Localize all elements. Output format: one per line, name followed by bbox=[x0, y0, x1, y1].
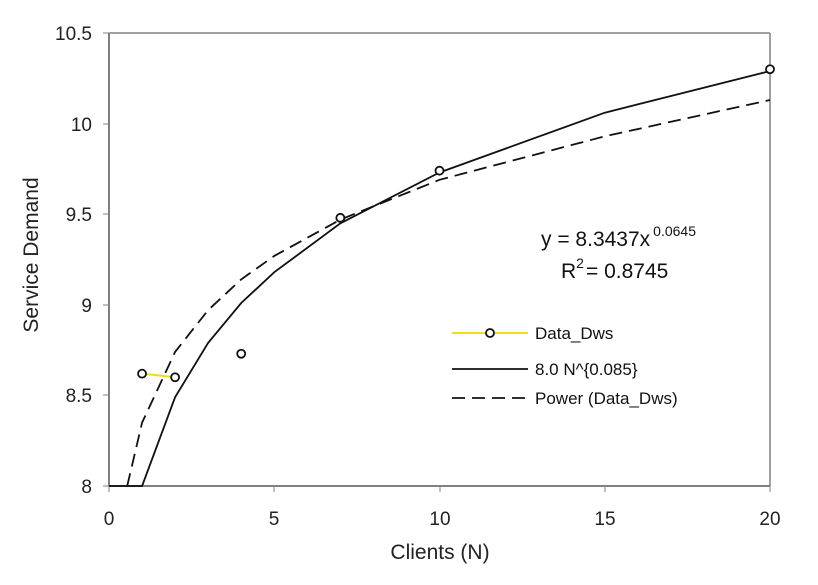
x-tick-label: 15 bbox=[594, 509, 615, 530]
y-axis-title: Service Demand bbox=[20, 177, 43, 332]
y-tick-label: 8 bbox=[81, 477, 92, 498]
trendline-equation: y = 8.3437x 0.0645 R2= 0.8745 bbox=[541, 223, 696, 283]
legend-label: Power (Data_Dws) bbox=[535, 389, 678, 408]
legend-item-data-dws: Data_Dws bbox=[452, 324, 613, 343]
data-point-marker bbox=[434, 165, 445, 176]
y-tick-label: 10 bbox=[71, 115, 92, 136]
data-point-marker bbox=[170, 372, 181, 383]
x-tick-label: 0 bbox=[104, 509, 115, 530]
r-squared-text: R2= 0.8745 bbox=[561, 255, 668, 283]
legend-label: Data_Dws bbox=[535, 324, 613, 343]
legend-circle-marker-icon bbox=[485, 328, 495, 338]
data-point-marker bbox=[236, 348, 247, 359]
x-axis-title: Clients (N) bbox=[390, 541, 489, 564]
x-tick-label: 10 bbox=[429, 509, 450, 530]
y-tick-label: 9 bbox=[81, 296, 92, 317]
data-point-marker bbox=[137, 368, 147, 379]
y-tick-label: 10.5 bbox=[55, 24, 92, 45]
data-point-marker bbox=[335, 212, 346, 223]
data-dws-connector bbox=[141, 372, 176, 379]
legend: Data_Dws 8.0 N^{0.085} Power (Data_Dws) bbox=[452, 324, 678, 408]
legend-label: 8.0 N^{0.085} bbox=[535, 360, 638, 379]
x-tick-label: 5 bbox=[269, 509, 280, 530]
y-axis: 10.5 10 9.5 9 8.5 8 Service Demand bbox=[20, 24, 109, 498]
series-layer bbox=[109, 64, 775, 487]
plot-frame bbox=[108, 32, 771, 487]
y-tick-label: 9.5 bbox=[66, 205, 92, 226]
power-trendline bbox=[126, 99, 771, 487]
legend-item-power-trendline: Power (Data_Dws) bbox=[452, 389, 678, 408]
x-tick-label: 20 bbox=[759, 509, 780, 530]
x-axis: 0 5 10 15 20 Clients (N) bbox=[104, 486, 781, 564]
model-curve bbox=[109, 70, 771, 487]
equation-text: y = 8.3437x 0.0645 bbox=[541, 223, 696, 251]
y-tick-label: 8.5 bbox=[66, 386, 92, 407]
data-point-marker bbox=[765, 64, 775, 75]
legend-item-model-curve: 8.0 N^{0.085} bbox=[452, 360, 638, 379]
